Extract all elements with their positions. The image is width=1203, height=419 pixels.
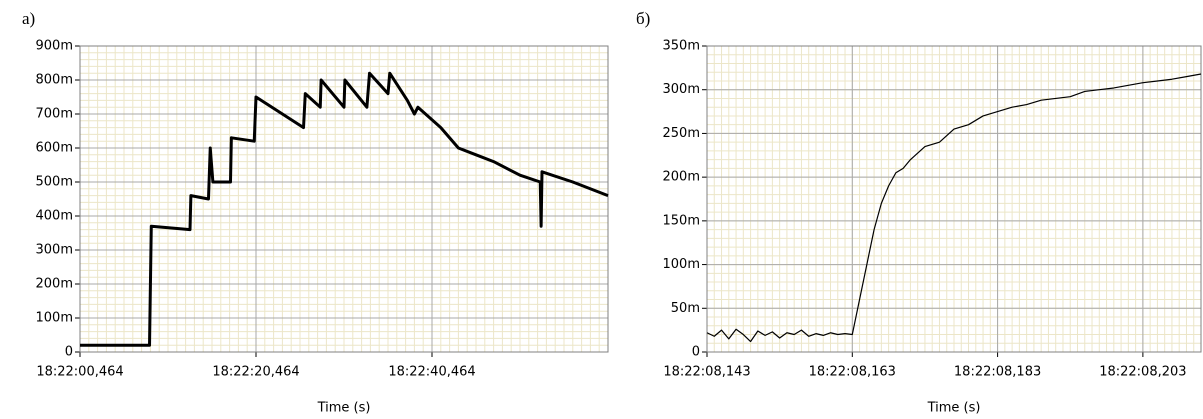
y-tick-label: 150m (663, 213, 700, 228)
y-tick-label: 600m (36, 141, 73, 156)
x-tick-label: 18:22:08,183 (954, 365, 1041, 380)
y-tick-label: 350m (663, 39, 700, 54)
y-tick-label: 300m (663, 82, 700, 97)
y-tick-label: 50m (671, 301, 700, 316)
data-line (706, 73, 1202, 343)
data-line (80, 71, 609, 347)
y-tick-label: 0 (65, 345, 73, 360)
x-axis-label: Time (s) (317, 401, 371, 416)
x-tick-label: 18:22:08,143 (663, 365, 750, 380)
plot-frame (79, 45, 609, 353)
y-tick-label: 500m (36, 175, 73, 190)
x-axis-label: Time (s) (927, 401, 981, 416)
y-tick-label: 700m (36, 107, 73, 122)
x-tick-label: 18:22:08,163 (809, 365, 896, 380)
x-tick-label: 18:22:20,464 (212, 365, 299, 380)
y-tick-label: 0 (692, 345, 700, 360)
y-tick-label: 200m (663, 170, 700, 185)
y-tick-label: 900m (36, 39, 73, 54)
y-tick-label: 100m (36, 311, 73, 326)
panel-label: б) (636, 9, 650, 28)
y-tick-label: 250m (663, 126, 700, 141)
x-tick-label: 18:22:40,464 (388, 365, 475, 380)
y-tick-label: 400m (36, 209, 73, 224)
y-tick-label: 100m (663, 257, 700, 272)
y-tick-label: 300m (36, 243, 73, 258)
x-tick-label: 18:22:00,464 (36, 365, 123, 380)
panel-label: а) (22, 9, 35, 28)
plot-frame (706, 45, 1202, 353)
y-tick-label: 800m (36, 73, 73, 88)
x-tick-label: 18:22:08,203 (1099, 365, 1186, 380)
y-tick-label: 200m (36, 277, 73, 292)
